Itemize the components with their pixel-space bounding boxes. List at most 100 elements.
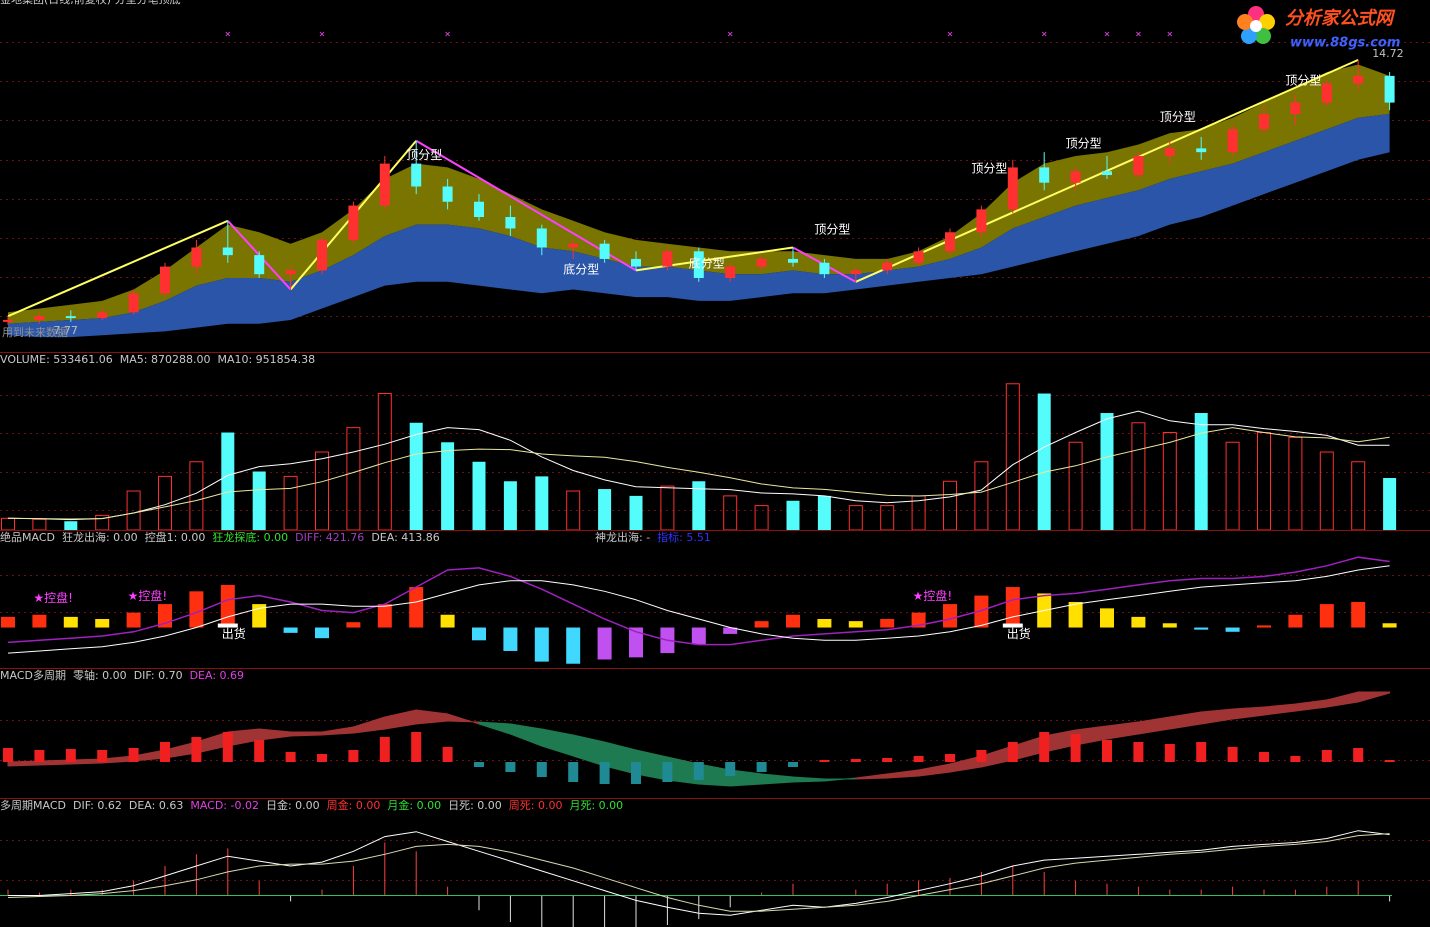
macd-bar [599,762,610,784]
header-item: 控盘1: 0.00 [145,530,206,544]
macd-bar [63,616,78,628]
macd-bar [913,756,924,762]
signal-label: ★控盘! [33,590,73,605]
macd-bar [882,758,893,762]
macd-bar [505,762,516,772]
candle-body [442,186,453,202]
ma5-line [7,410,1390,521]
header-item: DIF: 0.62 [73,799,122,812]
macd-bar [850,759,861,762]
band-fill [290,731,323,737]
diff-line [7,556,1390,646]
macd-bar [1162,623,1177,628]
pattern-label: 顶分型 [1160,110,1196,124]
macd-bar [1007,742,1018,762]
candle-body [1227,129,1238,153]
macd-bar [1100,608,1114,628]
pattern-label: 底分型 [563,261,599,276]
macd-bar [315,627,329,639]
top-marker [1041,31,1047,37]
top-marker [225,31,231,37]
candle-body [1196,148,1207,153]
header-item: 金地集团(日线,前复权) 分型分笔顶底 [0,0,181,6]
price-label: 14.72 [1372,47,1404,60]
candle-body [662,251,673,267]
candle-body [1133,155,1144,176]
macd-bar [34,750,45,762]
header-item: 多周期MACD [0,798,66,812]
candle-body [945,232,955,252]
macd-bar [472,627,486,641]
candle-body [222,247,233,256]
band-fill [1357,691,1391,703]
logo-icon [1237,6,1275,44]
macd-bar [568,762,579,782]
top-marker [947,31,953,37]
candle-body [1039,167,1050,183]
macd-bar [566,627,581,664]
macd-bar [1131,616,1146,628]
header-item: 狂龙探底: 0.00 [212,530,288,544]
lower-band [8,114,1390,338]
header-item: DIFF: 421.76 [295,531,364,544]
macd-bar [440,614,455,628]
macd-bar [1290,756,1301,762]
macd-bar [346,622,361,628]
top-marker [727,31,733,37]
candle-body [474,201,484,217]
candle-body [976,209,987,233]
candle-body [1007,167,1018,210]
macd-bar [691,627,706,645]
macd-bar [1353,748,1364,762]
header-item: 周死: 0.00 [509,799,563,812]
candle-body [97,312,108,319]
macd-bar [1259,752,1269,762]
volume-bar [598,489,612,530]
macd-bar [817,619,832,628]
header-item: 狂龙出海: 0.00 [62,530,138,544]
macd-bar [126,612,141,628]
macd-bar [95,619,110,628]
macd-bar [252,604,267,628]
pattern-label: 顶分型 [814,222,850,236]
macd-bar [1288,614,1303,628]
macd-bar [1225,627,1240,632]
header-item: DEA: 0.63 [129,799,183,812]
macd-bar [1319,604,1334,628]
volume-bar [221,432,235,530]
header-item: 月金: 0.00 [387,798,441,812]
pattern-label: 底分型 [689,256,725,271]
dea-line [7,833,1390,912]
macd-bar [32,614,47,628]
candle-body [1102,171,1112,176]
macd-bar [1257,625,1271,628]
candle-body [160,266,170,294]
volume-bar [472,461,486,530]
candle-body [599,243,610,259]
macd-bar [943,604,957,628]
candle-body [1321,83,1332,103]
macd-bar [1194,627,1209,630]
volume-bar [692,481,706,530]
macd-bar [283,627,298,633]
pattern-label: 顶分型 [406,148,442,162]
macd-bar [3,748,13,762]
candle-body [1353,75,1364,84]
macd-bar [97,750,108,762]
signal-label: 出货 [1007,626,1031,641]
macd-bar [254,740,265,762]
candle-body [411,163,422,187]
header-item: 周金: 0.00 [327,798,381,812]
macd-bar [317,754,327,762]
header-item: 神龙出海: - [595,530,650,544]
macd-bar [442,747,453,762]
volume-bar [817,495,831,530]
signal-label: 出货 [222,626,246,641]
top-marker [1136,31,1141,37]
zigzag-segment [415,139,637,272]
note: 用到未来数据 [2,325,68,339]
volume-bar [409,422,423,530]
header-item: DEA: 413.86 [371,531,439,544]
